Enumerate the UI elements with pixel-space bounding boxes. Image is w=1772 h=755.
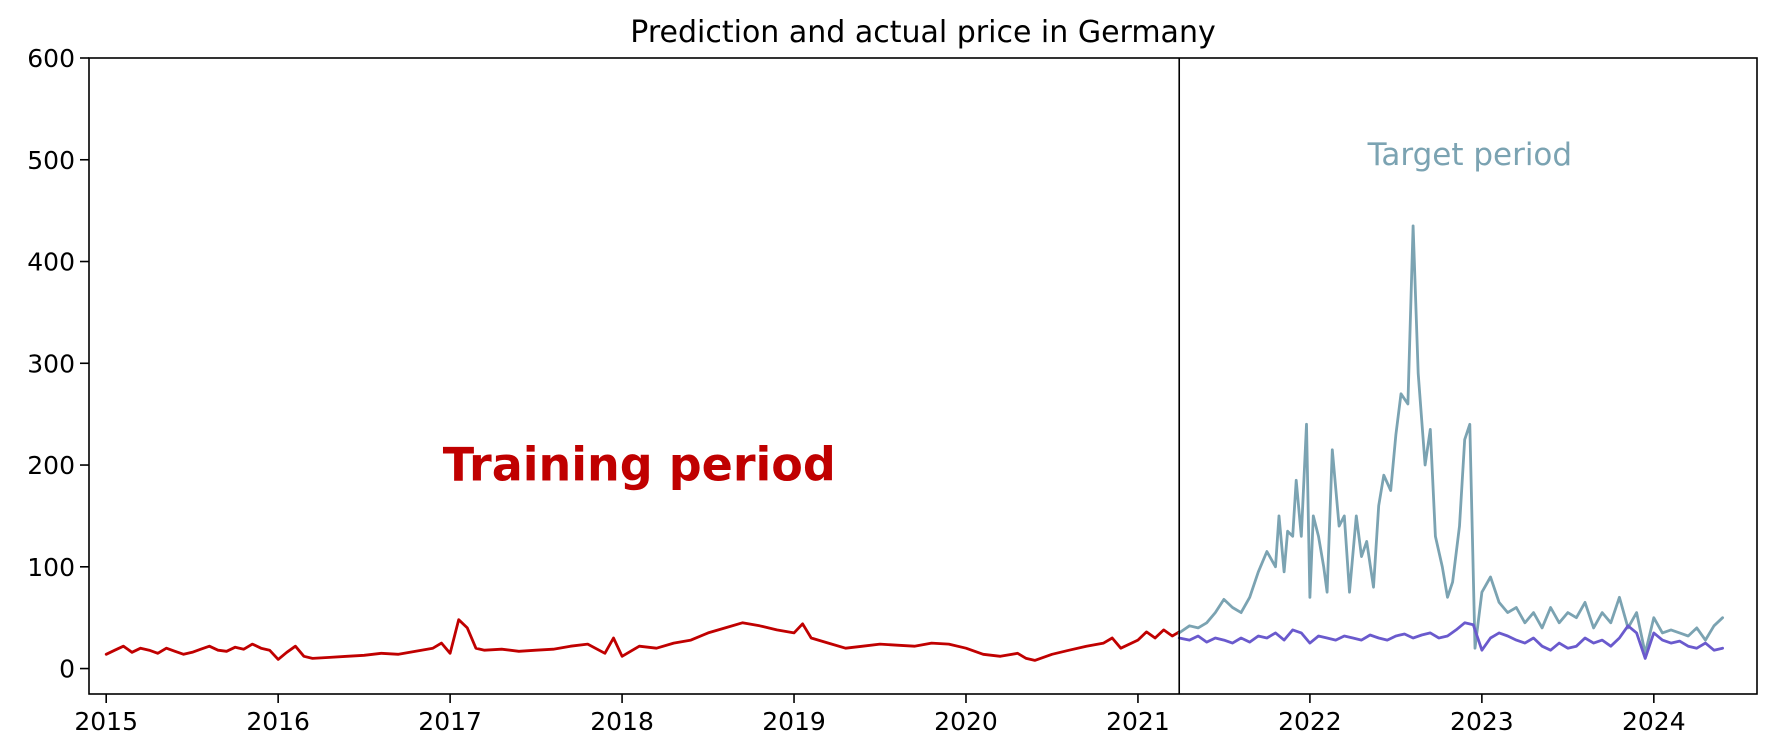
- x-tick-label: 2015: [74, 707, 138, 736]
- x-tick-label: 2021: [1106, 707, 1170, 736]
- plot-frame: [88, 57, 1758, 695]
- training-period-label: Training period: [443, 437, 836, 491]
- x-tick-label: 2017: [418, 707, 482, 736]
- y-tick-label: 100: [27, 553, 75, 582]
- x-tick-label: 2022: [1278, 707, 1342, 736]
- y-tick-label: 400: [27, 248, 75, 277]
- x-tick-label: 2018: [590, 707, 654, 736]
- y-tick-label: 600: [27, 44, 75, 73]
- y-tick-label: 300: [27, 349, 75, 378]
- x-tick-label: 2024: [1622, 707, 1686, 736]
- target-period-label: Target period: [1367, 137, 1573, 173]
- series-line-target-actual: [1177, 224, 1724, 655]
- y-tick-label: 500: [27, 146, 75, 175]
- x-tick-label: 2023: [1450, 707, 1514, 736]
- x-tick-label: 2019: [762, 707, 826, 736]
- y-axis: 0 100 200 300 400 500 600: [27, 44, 89, 684]
- annotation-layer: Training period Target period: [443, 137, 1572, 491]
- x-axis: 2015 2016 2017 2018 2019 2020 2021 2022 2023 2024: [74, 694, 1686, 736]
- y-tick-label: 0: [59, 655, 75, 684]
- series-layer: [104, 224, 1724, 662]
- chart-title: Prediction and actual price in Germany: [630, 15, 1215, 50]
- x-tick-label: 2016: [246, 707, 310, 736]
- y-tick-label: 200: [27, 451, 75, 480]
- x-tick-label: 2020: [934, 707, 998, 736]
- series-line-target-prediction: [1177, 621, 1724, 660]
- series-line-training-actual: [104, 618, 1181, 662]
